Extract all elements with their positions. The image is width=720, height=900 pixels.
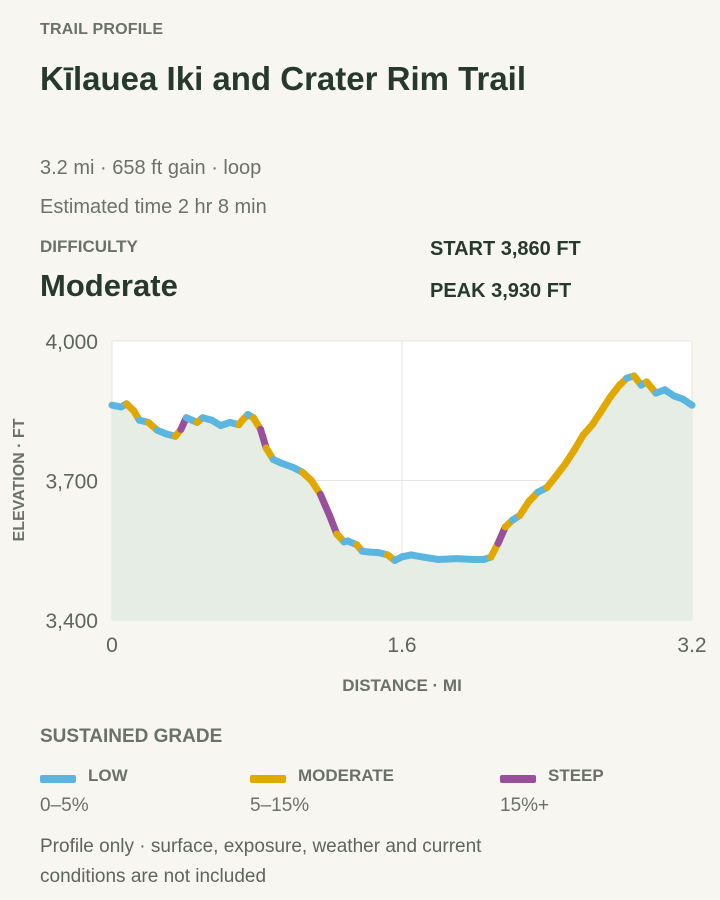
- y-tick-label-2: 4,000: [45, 331, 98, 354]
- x-axis-title: DISTANCE · MI: [342, 676, 462, 695]
- legend-swatch-moderate: [250, 775, 286, 783]
- legend-item-low: LOW 0–5%: [40, 766, 240, 826]
- legend-item-moderate: MODERATE 5–15%: [250, 766, 470, 826]
- legend-name-moderate: MODERATE: [298, 766, 395, 785]
- start-elevation: START 3,860 FT: [430, 238, 581, 260]
- trail-title: Kīlauea Iki and Crater Rim Trail: [40, 60, 527, 97]
- legend-range-low: 0–5%: [40, 795, 89, 816]
- section-kicker: TRAIL PROFILE: [40, 21, 164, 38]
- legend-range-moderate: 5–15%: [250, 795, 310, 816]
- legend-swatch-steep: [500, 775, 536, 783]
- estimated-time: Estimated time 2 hr 8 min: [40, 196, 267, 218]
- difficulty-value: Moderate: [40, 268, 178, 303]
- profile-segment-28: [316, 490, 333, 519]
- profile-segment-69: [679, 395, 696, 409]
- elevation-profile-chart: 3,400 3,700 4,000 0 1.6 3.2 DISTANCE · MI ELEVA…: [11, 331, 707, 695]
- y-tick-label-1: 3,700: [45, 471, 98, 494]
- trail-summary: 3.2 mi · 658 ft gain · loop: [40, 157, 262, 179]
- x-tick-label-0: 0: [106, 634, 118, 657]
- x-tick-label-1: 1.6: [387, 634, 416, 657]
- legend-item-steep: STEEP 15%+: [500, 766, 700, 826]
- legend-title: SUSTAINED GRADE: [40, 726, 223, 747]
- legend-name-steep: STEEP: [548, 766, 604, 785]
- difficulty-label: DIFFICULTY: [40, 237, 138, 256]
- x-tick-label-2: 3.2: [677, 634, 706, 657]
- peak-elevation: PEAK 3,930 FT: [430, 280, 572, 302]
- y-axis-title: ELEVATION · FT: [11, 418, 28, 541]
- legend-name-low: LOW: [88, 766, 128, 785]
- y-tick-label-0: 3,400: [45, 610, 98, 633]
- elevation-area: [112, 375, 692, 620]
- legend-range-steep: 15%+: [500, 795, 550, 816]
- legend-swatch-low: [40, 775, 76, 783]
- profile-disclaimer: Profile only · surface, exposure, weathe…: [40, 836, 482, 887]
